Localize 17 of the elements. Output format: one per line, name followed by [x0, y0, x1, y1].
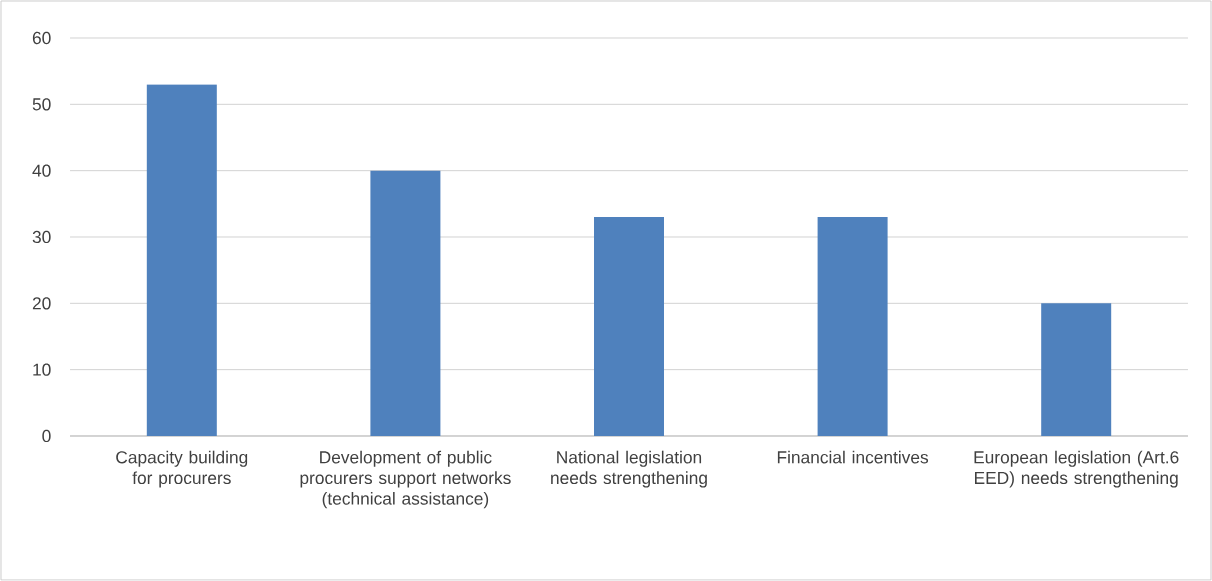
bar	[146, 84, 217, 436]
y-tick-label: 20	[32, 297, 51, 310]
y-tick-label: 0	[42, 429, 51, 443]
bar	[370, 170, 441, 436]
bar	[594, 217, 664, 436]
x-tick-label: Financial incentives	[777, 450, 929, 464]
y-tick-label: 50	[32, 98, 51, 111]
x-tick-label: National legislation needs strengthening	[551, 450, 707, 488]
y-tick-label: 30	[32, 230, 51, 244]
x-tick-label: Capacity building for procurers	[116, 450, 248, 488]
y-tick-label: 40	[32, 164, 51, 177]
y-tick-label: 60	[32, 31, 51, 45]
bar	[817, 217, 888, 436]
x-tick-label: Development of public procurers support networks (technical assistance)	[300, 450, 511, 509]
x-tick-label: European legislation (Art.6 EED) needs strengthening	[974, 450, 1179, 488]
bar	[1041, 303, 1112, 436]
y-tick-label: 10	[33, 363, 51, 376]
